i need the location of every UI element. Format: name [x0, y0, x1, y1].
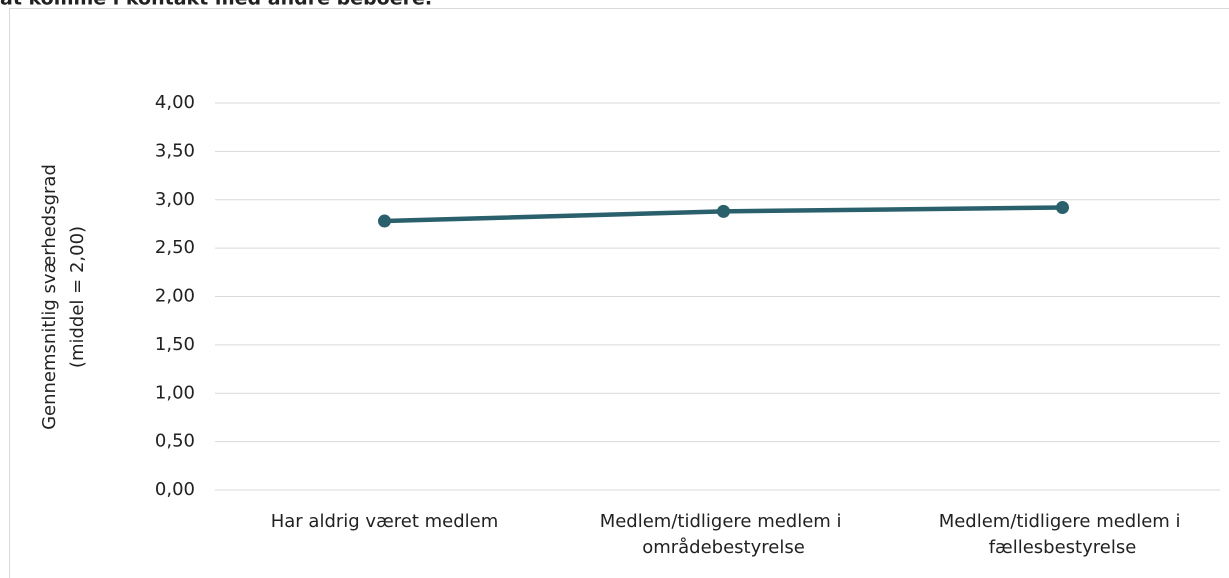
y-tick-label: 2,50 [155, 237, 195, 258]
y-tick-label: 0,00 [155, 479, 195, 500]
point [717, 204, 730, 218]
chart-title: at komme i kontakt med andre beboere. [0, 0, 432, 10]
y-axis-label: (middel = 2,00) [67, 226, 88, 368]
y-tick-label: 1,50 [155, 334, 195, 355]
point [378, 214, 391, 228]
x-tick-label: Har aldrig været medlem [271, 511, 499, 532]
y-tick-label: 3,50 [155, 140, 195, 161]
y-tick-label: 3,00 [155, 189, 195, 210]
y-tick-label: 1,00 [155, 382, 195, 403]
y-tick-label: 4,00 [155, 92, 195, 113]
y-tick-label: 2,00 [155, 286, 195, 307]
x-tick-label: Medlem/tidligere medlem i områdebestyrel… [600, 511, 848, 558]
point [1056, 200, 1069, 214]
x-tick-label: Medlem/tidligere medlem i fællesbestyrel… [939, 511, 1187, 558]
y-tick-label: 0,50 [155, 431, 195, 452]
y-axis-label: Gennemsnitlig sværhedsgrad [39, 164, 60, 430]
